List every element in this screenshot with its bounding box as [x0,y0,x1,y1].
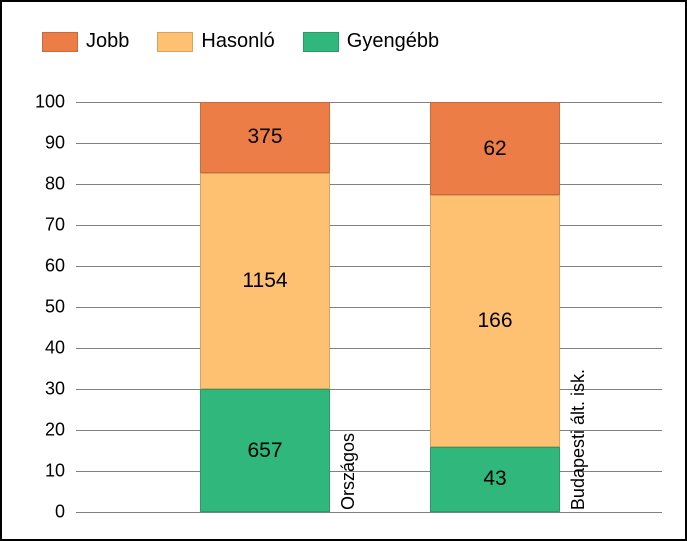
bar-segment-jobb: 375 [200,102,330,173]
legend-swatch-hasonlo [157,32,193,52]
y-tick-50: 50 [15,297,65,318]
y-tick-80: 80 [15,174,65,195]
y-tick-70: 70 [15,215,65,236]
bar-value: 375 [247,125,282,149]
legend-label-hasonlo: Hasonló [201,30,274,53]
y-tick-10: 10 [15,461,65,482]
chart-container: Jobb Hasonló Gyengébb 0 10 20 30 40 50 6… [0,0,687,541]
bar-segment-gyengebb: 657 [200,389,330,512]
plot-area: 657 1154 375 Országos 43 166 62 Budapest… [76,102,662,512]
legend-item-gyengebb: Gyengébb [303,30,439,53]
y-tick-40: 40 [15,338,65,359]
gridline [76,102,662,103]
legend-swatch-jobb [42,32,78,52]
legend-label-gyengebb: Gyengébb [347,30,439,53]
legend-swatch-gyengebb [303,32,339,52]
legend-item-jobb: Jobb [42,30,129,53]
gridline [76,266,662,267]
bar-segment-hasonlo: 1154 [200,173,330,389]
gridline [76,143,662,144]
y-tick-90: 90 [15,133,65,154]
gridline [76,512,662,513]
category-label-orszagos: Országos [338,433,359,510]
bar-orszagos: 657 1154 375 [200,102,330,512]
y-tick-20: 20 [15,420,65,441]
bar-segment-gyengebb: 43 [430,447,560,512]
y-tick-60: 60 [15,256,65,277]
bar-value: 657 [247,439,282,463]
gridline [76,184,662,185]
legend-label-jobb: Jobb [86,30,129,53]
bar-value: 1154 [242,269,287,293]
bar-segment-hasonlo: 166 [430,195,560,446]
gridline [76,225,662,226]
legend-item-hasonlo: Hasonló [157,30,274,53]
y-tick-100: 100 [15,92,65,113]
bar-value: 62 [483,137,506,161]
gridline [76,348,662,349]
bar-value: 166 [477,309,512,333]
legend: Jobb Hasonló Gyengébb [42,30,439,53]
gridline [76,307,662,308]
bar-budapesti: 43 166 62 [430,102,560,512]
bar-value: 43 [483,467,506,491]
bar-segment-jobb: 62 [430,102,560,195]
y-tick-30: 30 [15,379,65,400]
category-label-budapesti: Budapesti ált. isk. [568,369,589,510]
y-tick-0: 0 [15,502,65,523]
